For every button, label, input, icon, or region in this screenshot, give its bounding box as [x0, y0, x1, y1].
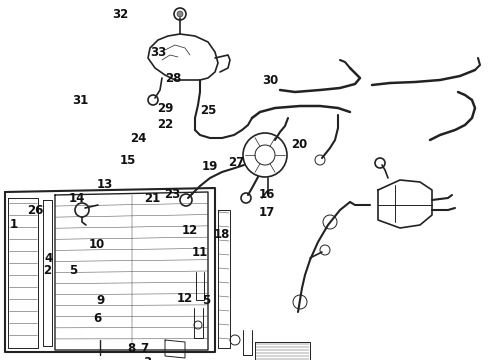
- Text: 14: 14: [69, 192, 85, 204]
- Circle shape: [177, 11, 183, 17]
- Text: 20: 20: [291, 139, 307, 152]
- Text: 3: 3: [143, 356, 151, 360]
- Text: 12: 12: [177, 292, 193, 305]
- Text: 2: 2: [43, 264, 51, 276]
- Text: 18: 18: [214, 229, 230, 242]
- Text: 33: 33: [150, 45, 166, 58]
- Text: 25: 25: [200, 104, 216, 117]
- Text: 1: 1: [10, 219, 18, 231]
- Text: 16: 16: [259, 189, 275, 202]
- Text: 11: 11: [192, 246, 208, 258]
- Text: 30: 30: [262, 73, 278, 86]
- Text: 13: 13: [97, 179, 113, 192]
- Text: 15: 15: [120, 153, 136, 166]
- Text: 6: 6: [93, 311, 101, 324]
- Text: 5: 5: [69, 264, 77, 276]
- Text: 5: 5: [202, 293, 210, 306]
- Text: 26: 26: [27, 203, 43, 216]
- Text: 12: 12: [182, 224, 198, 237]
- Text: 4: 4: [45, 252, 53, 265]
- Text: 21: 21: [144, 192, 160, 204]
- Text: 28: 28: [165, 72, 181, 85]
- Text: 8: 8: [127, 342, 135, 355]
- Text: 17: 17: [259, 206, 275, 219]
- Text: 32: 32: [112, 8, 128, 21]
- Text: 24: 24: [130, 131, 146, 144]
- Text: 10: 10: [89, 238, 105, 252]
- Text: 27: 27: [228, 156, 244, 168]
- Text: 23: 23: [164, 189, 180, 202]
- Text: 7: 7: [140, 342, 148, 355]
- Text: 29: 29: [157, 102, 173, 114]
- Text: 9: 9: [96, 293, 104, 306]
- Text: 22: 22: [157, 118, 173, 131]
- Text: 31: 31: [72, 94, 88, 107]
- Text: 19: 19: [202, 159, 218, 172]
